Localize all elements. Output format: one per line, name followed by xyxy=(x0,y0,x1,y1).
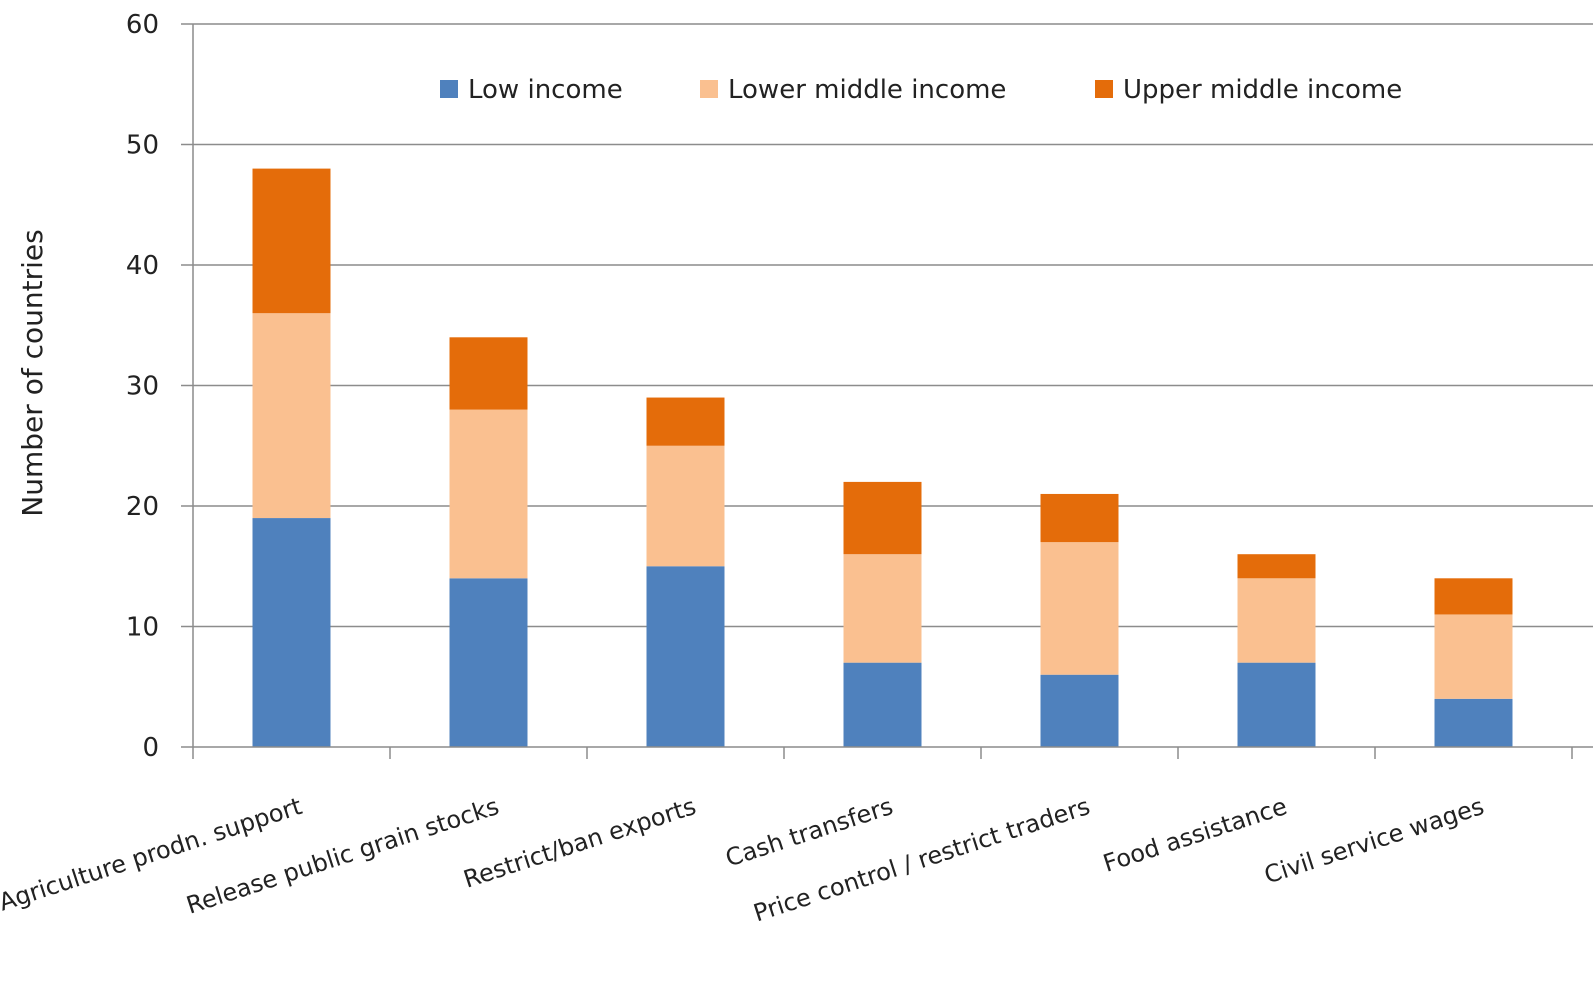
legend: Low income Lower middle income Upper middl… xyxy=(440,75,1402,105)
bar-segment-upper-middle-income xyxy=(843,481,922,555)
y-tick-label: 30 xyxy=(126,372,159,402)
bar-segment-low-income xyxy=(1040,674,1119,747)
bars xyxy=(252,168,1513,747)
y-axis-title: Number of countries xyxy=(16,229,49,516)
bar-segment-upper-middle-income xyxy=(1434,578,1513,615)
bar-segment-low-income xyxy=(449,578,528,747)
bar-segment-lower-middle-income xyxy=(1040,542,1119,675)
bar-segment-low-income xyxy=(843,662,922,747)
bar-segment-lower-middle-income xyxy=(1237,578,1316,663)
y-tick-label: 60 xyxy=(126,10,159,40)
legend-label: Upper middle income xyxy=(1123,75,1402,105)
bar-segment-upper-middle-income xyxy=(252,168,331,314)
y-tick-label: 40 xyxy=(126,251,159,281)
x-category-label: Price control / restrict traders xyxy=(750,792,1093,927)
legend-swatch xyxy=(440,80,458,98)
legend-swatch xyxy=(700,80,718,98)
bar-segment-lower-middle-income xyxy=(449,409,528,579)
bar-segment-upper-middle-income xyxy=(1237,554,1316,579)
bar-segment-low-income xyxy=(252,518,331,747)
bar-segment-lower-middle-income xyxy=(646,445,725,567)
bar-segment-upper-middle-income xyxy=(449,337,528,410)
bar-segment-lower-middle-income xyxy=(252,313,331,519)
bar-segment-low-income xyxy=(1434,698,1513,747)
bar-segment-low-income xyxy=(646,566,725,747)
y-tick-label: 20 xyxy=(126,492,159,522)
y-tick-label: 0 xyxy=(142,733,159,763)
x-category-label: Agriculture prodn. support xyxy=(0,792,305,917)
bar-segment-lower-middle-income xyxy=(843,554,922,663)
bar-segment-lower-middle-income xyxy=(1434,614,1513,699)
x-category-label: Cash transfers xyxy=(722,792,896,872)
y-tick-label: 10 xyxy=(126,613,159,643)
legend-label: Lower middle income xyxy=(728,75,1006,105)
axes: 0 10 20 30 40 50 60 Agriculture prodn. supportR… xyxy=(0,10,1593,927)
legend-label: Low income xyxy=(468,75,623,105)
x-category-label: Civil service wages xyxy=(1261,792,1487,889)
legend-swatch xyxy=(1095,80,1113,98)
bar-segment-upper-middle-income xyxy=(646,397,725,446)
gridlines xyxy=(193,23,1593,628)
bar-segment-upper-middle-income xyxy=(1040,493,1119,543)
bar-segment-low-income xyxy=(1237,662,1316,747)
x-category-label: Release public grain stocks xyxy=(183,792,502,920)
y-tick-label: 50 xyxy=(126,131,159,161)
